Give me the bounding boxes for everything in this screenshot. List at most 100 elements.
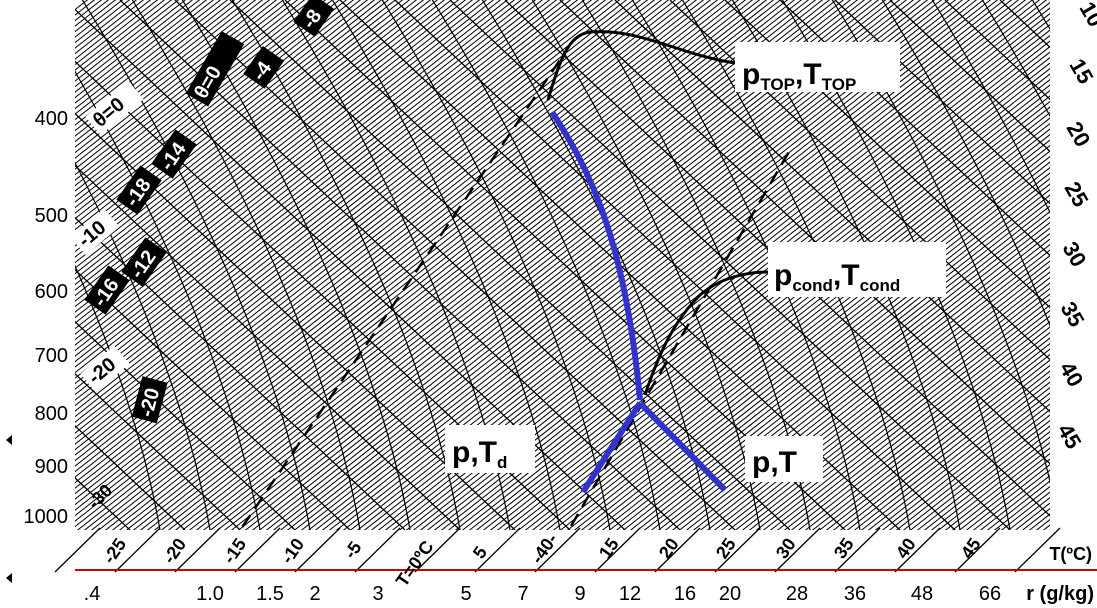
hatch-line	[937, 441, 1050, 530]
adiabat-curve	[381, 0, 611, 530]
right-tick: 35	[1056, 297, 1090, 331]
hatch-line	[75, 0, 292, 170]
hatch-line	[811, 342, 1050, 530]
hatch-line	[75, 0, 628, 434]
hatch-line	[75, 0, 607, 418]
hatch-line	[804, 337, 1050, 530]
mixing-ratio-tick: 16	[674, 583, 696, 605]
temperature-tick: T=0ºC	[392, 537, 438, 590]
adiabat-labels: θ=0 θ=0 -4 -8 -14 -18 -10 -12	[70, 0, 335, 513]
mixing-ratio-tick: 66	[979, 583, 1001, 605]
temperature-tick: 30	[772, 534, 800, 562]
hatch-line	[944, 447, 1050, 530]
hatch-line	[160, 0, 838, 530]
temperature-tick: -10	[277, 535, 308, 568]
hatch-line	[75, 0, 649, 451]
temperature-tick: 15	[595, 534, 623, 562]
dashed-line	[238, 59, 562, 530]
bottom-diagonal	[954, 527, 1001, 573]
mixing-ratio-tick: 2	[309, 583, 320, 605]
hatch-line	[832, 359, 1050, 530]
hatch-line	[75, 0, 712, 500]
isotherm-line	[75, 268, 351, 530]
hatch-line	[75, 0, 509, 341]
hatch-line	[762, 304, 1050, 530]
right-tick: 15	[1065, 54, 1097, 88]
bottom-diagonal	[594, 527, 641, 573]
bottom-diagonal	[534, 527, 581, 573]
hatch-line	[75, 0, 565, 385]
adiabat-curve	[981, 0, 1050, 118]
isotherm-label: -30	[84, 480, 117, 513]
ascent-curve-top	[546, 30, 736, 101]
temperature-tick: 35	[830, 534, 858, 562]
hatch-line	[916, 425, 1050, 530]
hatch-line	[75, 0, 271, 154]
adiabat-curve	[75, 70, 261, 530]
mixing-ratio-axis: .4 1.0 1.5 2 3 5 7 9 12 16 20 28 36 48 6…	[84, 583, 1094, 605]
hatch-line	[75, 0, 705, 495]
hatch-line	[75, 0, 635, 440]
right-tick: 10	[1075, 0, 1097, 31]
mixing-ratio-tick: 28	[786, 583, 808, 605]
hatch-line	[104, 0, 782, 530]
mixing-ratio-tick: 1.0	[196, 583, 224, 605]
temperature-tick: -40-	[527, 530, 562, 568]
temperature-tick: 25	[712, 534, 740, 562]
hatch-line	[790, 326, 1050, 530]
hatch-line	[75, 0, 383, 242]
pressure-tick: 800	[35, 403, 68, 425]
right-tick: 25	[1060, 177, 1094, 211]
mixing-ratio-tick: 20	[719, 583, 741, 605]
hatch-line	[75, 0, 691, 484]
hatch-line	[727, 276, 1050, 530]
pressure-tick: 400	[35, 108, 68, 130]
hatch-line	[75, 0, 404, 258]
adiabat-curve	[931, 0, 1050, 214]
bottom-diagonal	[714, 527, 761, 573]
hatch-line	[75, 0, 446, 291]
adiabat-curve	[81, 0, 311, 530]
hatch-line	[909, 419, 1050, 530]
dewpoint-branch	[580, 401, 643, 494]
mixing-ratio-tick: 5	[460, 583, 471, 605]
isotherm-line	[75, 320, 296, 530]
hatch-line	[75, 0, 215, 110]
bottom-diagonal	[654, 527, 701, 573]
adiabat-curve	[131, 0, 361, 530]
temperature-tick: 45	[957, 534, 985, 562]
hatch-line	[846, 370, 1050, 530]
hatch-line	[75, 0, 719, 506]
callout-dewpoint: p,Td	[445, 425, 535, 473]
mixing-ratio-axis-label: r (g/kg)	[1026, 583, 1094, 605]
callout-top-text: pTOP,TTOP	[742, 58, 856, 94]
hatch-line	[825, 353, 1050, 530]
bottom-diagonal	[354, 527, 401, 573]
isotherm-line	[944, 0, 1050, 101]
callout-cond: pcond,Tcond	[768, 242, 946, 297]
hatch-line	[118, 0, 796, 530]
right-tick: 30	[1058, 237, 1092, 271]
right-tick: 20	[1062, 117, 1096, 151]
hatch-line	[748, 293, 1050, 530]
isotherm-line	[449, 0, 1011, 530]
hatch-line	[75, 0, 411, 264]
temperature-branch	[637, 400, 728, 493]
hatch-line	[895, 408, 1050, 530]
hatch-line	[76, 0, 754, 530]
isotherm-line	[75, 424, 186, 530]
hatch-line	[75, 0, 229, 121]
small-arrow-mark	[6, 573, 12, 583]
hatch-line	[75, 0, 502, 335]
hatch-line	[75, 0, 418, 269]
mixing-ratio-tick: 3	[372, 583, 383, 605]
hatch-line	[75, 0, 243, 132]
temperature-tick: -5	[340, 538, 366, 563]
callout-cond-text: pcond,Tcond	[774, 259, 900, 295]
bottom-diagonal	[54, 527, 101, 573]
dashed-line	[567, 149, 792, 530]
mixing-ratio-tick: 48	[911, 583, 933, 605]
hatch-line	[90, 0, 768, 530]
pressure-tick: 900	[35, 456, 68, 478]
